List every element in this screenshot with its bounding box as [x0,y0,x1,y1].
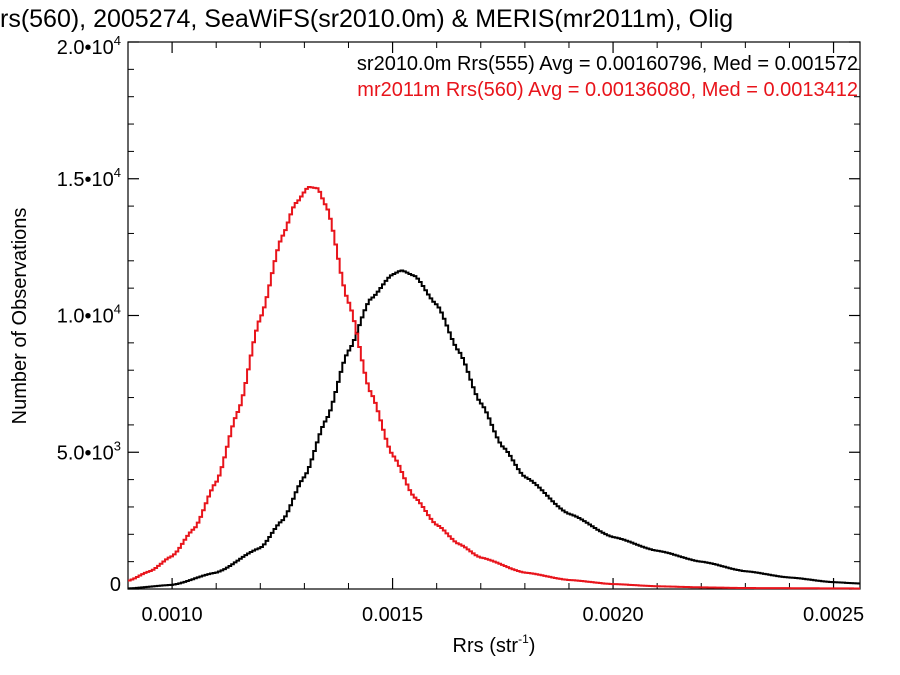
y-tick-label: 1.0•104 [57,302,121,328]
y-tick-exponent: 4 [114,165,121,180]
series-line-sr2010 [128,269,860,590]
y-axis-label: Number of Observations [9,208,31,425]
legend-entry-mr2011: mr2011m Rrs(560) Avg = 0.00136080, Med =… [357,79,858,101]
y-tick-mantissa: 1.0•10 [57,306,114,328]
y-tick-exponent: 3 [114,438,121,453]
y-tick-label: 0 [110,574,121,596]
y-tick-label: 5.0•103 [57,438,121,464]
y-tick-label: 2.0•104 [57,33,121,59]
x-tick-label: 0.0025 [803,604,864,626]
y-tick-mantissa: 1.5•10 [57,169,114,191]
y-tick-mantissa: 2.0•10 [57,37,114,59]
y-tick-exponent: 4 [114,33,121,48]
y-tick-mantissa: 0 [110,574,121,596]
x-axis-label-close: ) [529,635,536,657]
x-axis-label-main: Rrs (str [453,635,519,657]
plot-frame [127,41,861,590]
y-tick-label: 1.5•104 [57,165,121,191]
x-axis-ticks: 0.0010 0.0015 0.0020 0.0025 [127,42,864,626]
y-tick-mantissa: 5.0•10 [57,442,114,464]
series-line-mr2011 [128,185,860,590]
x-axis-label: Rrs (str-1) [453,632,536,657]
chart-title: rs(560), 2005274, SeaWiFS(sr2010.0m) & M… [0,5,733,33]
x-tick-label: 0.0020 [582,604,643,626]
x-tick-label: 0.0010 [142,604,203,626]
y-tick-exponent: 4 [114,302,121,317]
x-axis-label-sup: -1 [518,632,529,646]
series-layer [128,185,860,590]
x-tick-label: 0.0015 [362,604,423,626]
legend-entry-sr2010: sr2010.0m Rrs(555) Avg = 0.00160796, Med… [357,53,858,75]
